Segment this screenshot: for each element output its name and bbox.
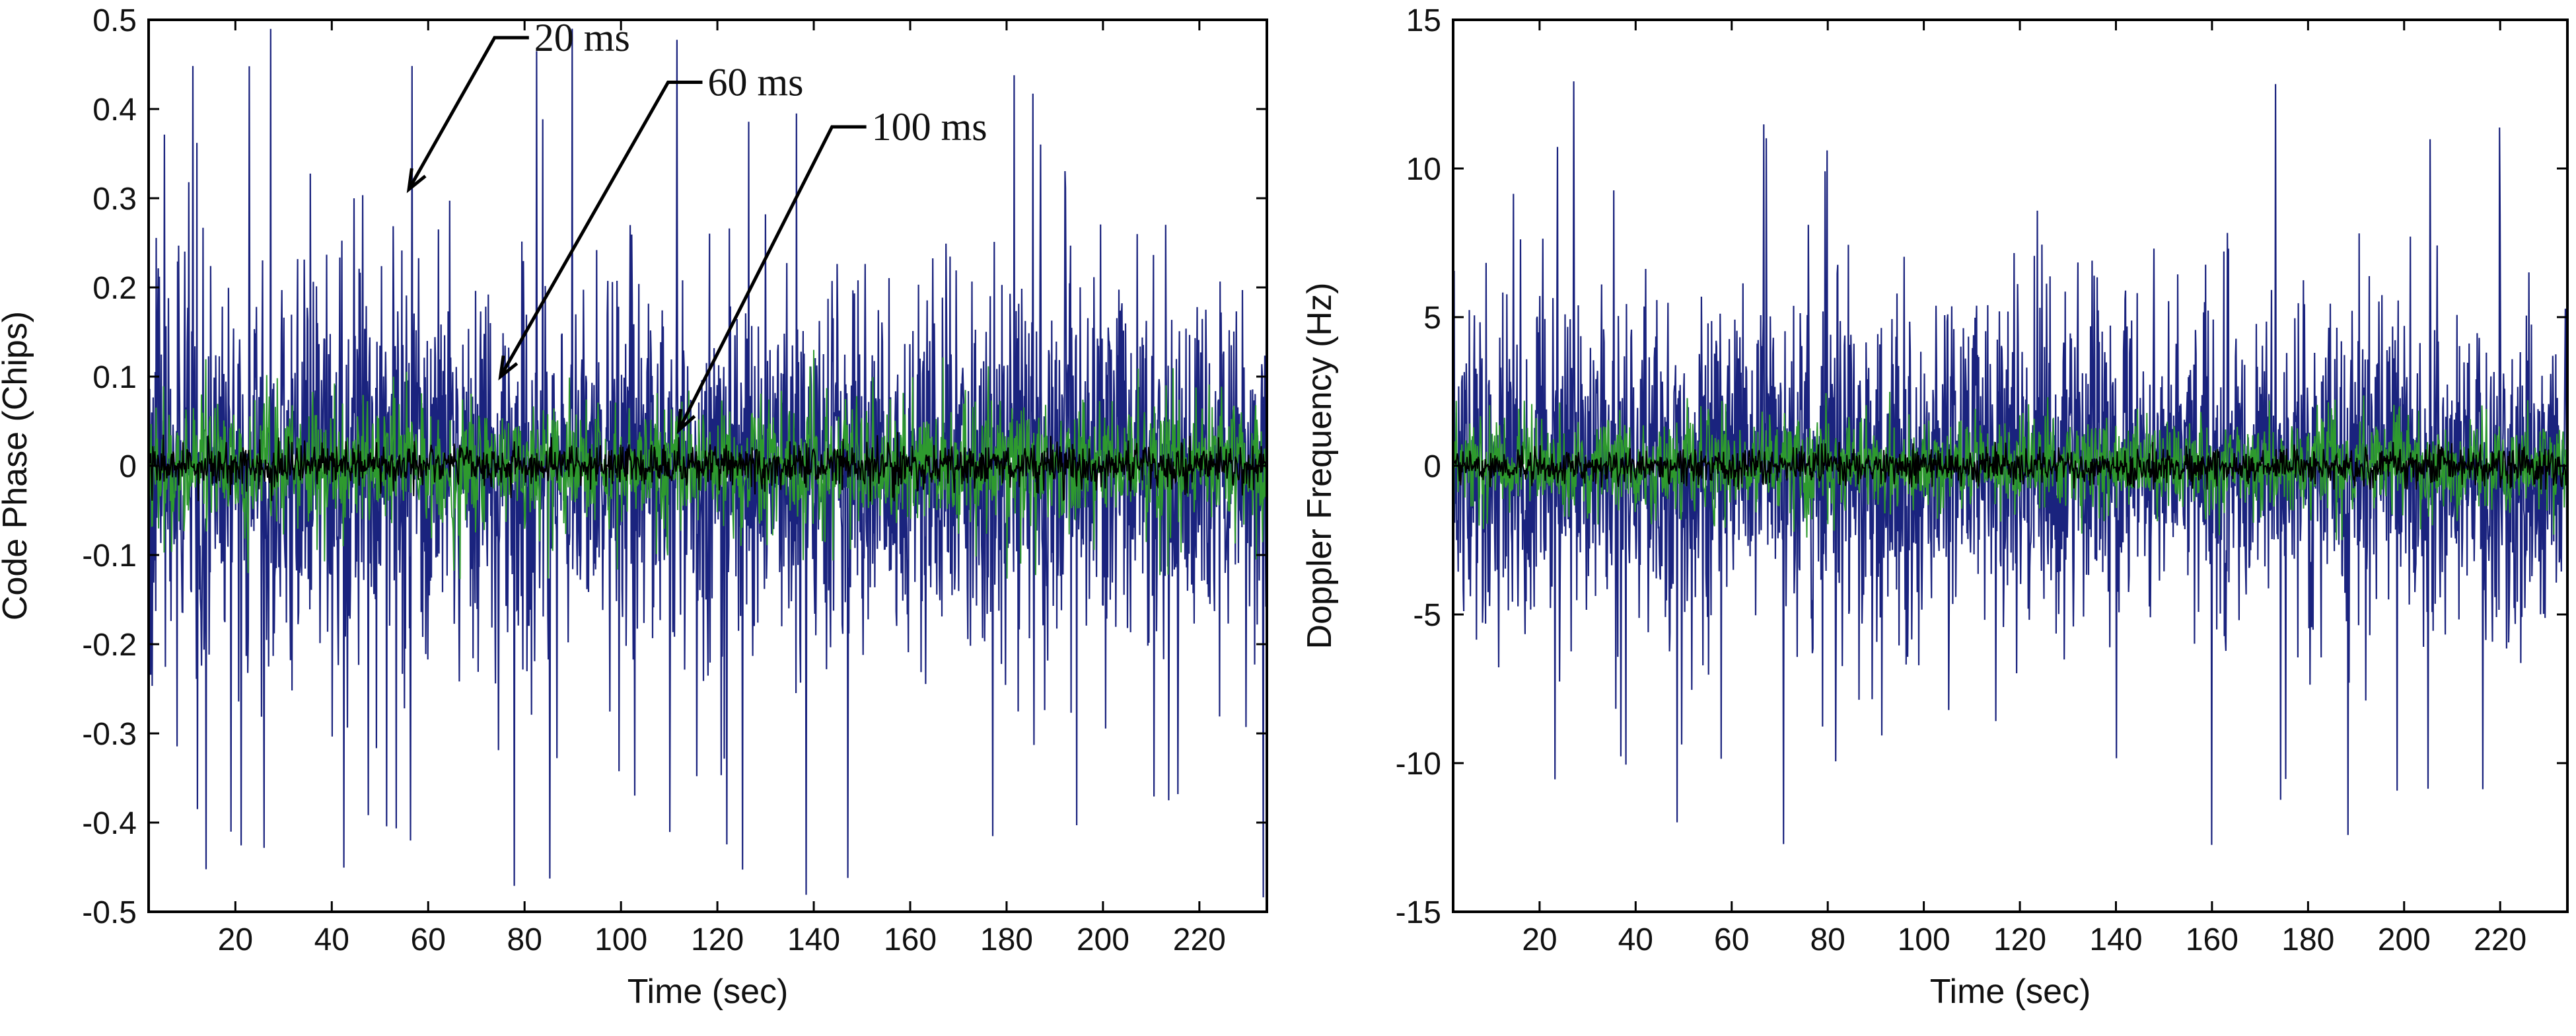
- x-tick-label: 220: [1173, 922, 1226, 957]
- y-tick-label: -0.4: [82, 806, 137, 841]
- series-line-20-ms: [1453, 81, 2567, 845]
- x-tick-label: 100: [594, 922, 647, 957]
- x-tick-label: 60: [411, 922, 446, 957]
- x-tick-label: 220: [2474, 922, 2526, 957]
- x-tick-label: 20: [1522, 922, 1557, 957]
- chart-panel-doppler: 20 40 60 80 100 120 140 160 180 200 220 -15 -10 -5 0 5 1…: [1301, 3, 2569, 1011]
- x-tick-label: 80: [507, 922, 542, 957]
- y-axis-label: Code Phase (Chips): [0, 311, 34, 620]
- series-line-100-ms: [149, 431, 1267, 502]
- chart-panel-code-phase: 20 40 60 80 100 120 140 160 180 200 220 -0.5 -0.4 -0.…: [0, 3, 1268, 1011]
- y-tick-label: 0: [119, 449, 137, 484]
- y-tick-label: -10: [1396, 747, 1441, 782]
- x-tick-label: 80: [1810, 922, 1845, 957]
- x-tick-label: 180: [980, 922, 1033, 957]
- series-line-100-ms: [1453, 441, 2567, 490]
- x-tick-label: 160: [2186, 922, 2238, 957]
- annotation-arrowhead: [406, 168, 427, 194]
- x-tick-label: 60: [1714, 922, 1749, 957]
- x-tick-label: 100: [1898, 922, 1950, 957]
- y-tick-label: 15: [1406, 3, 1441, 38]
- x-tick-label: 40: [1618, 922, 1653, 957]
- x-tick-label: 180: [2281, 922, 2334, 957]
- annotation-arrow: [407, 36, 529, 190]
- annotation-arrowhead: [676, 408, 696, 435]
- x-axis-label: Time (sec): [1930, 973, 2091, 1011]
- y-tick-label: 10: [1406, 152, 1441, 187]
- y-tick-label: -5: [1413, 598, 1441, 633]
- x-tick-label: 200: [2378, 922, 2431, 957]
- x-tick-label: 40: [314, 922, 349, 957]
- y-tick-label: -0.2: [82, 628, 137, 663]
- annotation-label: 20 ms: [534, 16, 630, 59]
- y-tick-label: 0.2: [92, 271, 137, 306]
- y-tick-label: 0.1: [92, 360, 137, 395]
- annotation-arrow: [499, 81, 703, 378]
- y-tick-label: -0.1: [82, 538, 137, 574]
- annotation-arrow: [677, 125, 867, 431]
- y-tick-label: -15: [1396, 895, 1441, 930]
- y-tick-label: 0.5: [92, 3, 137, 38]
- x-tick-label: 200: [1077, 922, 1129, 957]
- x-tick-label: 20: [218, 922, 253, 957]
- annotation-arrowhead: [498, 355, 519, 381]
- x-tick-label: 160: [884, 922, 937, 957]
- x-tick-label: 140: [787, 922, 840, 957]
- y-tick-label: 5: [1423, 301, 1441, 336]
- annotation-label: 100 ms: [872, 105, 987, 149]
- y-tick-label: 0.4: [92, 92, 137, 128]
- x-tick-label: 120: [691, 922, 744, 957]
- y-axis-label: Doppler Frequency (Hz): [1301, 283, 1339, 649]
- y-tick-label: -0.5: [82, 895, 137, 930]
- y-tick-label: -0.3: [82, 717, 137, 752]
- annotation-label: 60 ms: [708, 61, 804, 104]
- x-axis-label: Time (sec): [627, 973, 789, 1011]
- y-tick-label: 0: [1423, 449, 1441, 484]
- x-tick-label: 140: [2089, 922, 2142, 957]
- x-tick-label: 120: [1993, 922, 2046, 957]
- y-tick-label: 0.3: [92, 182, 137, 217]
